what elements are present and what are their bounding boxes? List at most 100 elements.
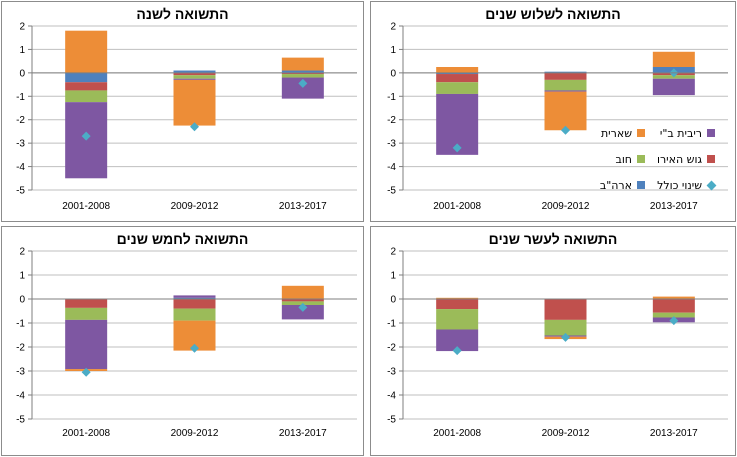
bar-segment-interest (544, 90, 587, 92)
chart-title: התשואה לשנה (136, 6, 229, 22)
chart-title: התשואה לשלוש שנים (485, 6, 621, 22)
bar-segment-interest (436, 329, 479, 352)
legend-item-usa: ארה"ב (575, 179, 645, 192)
bar-segment-usa (173, 297, 216, 299)
chart-panel-10-year: התשואה לעשר שנים 2 1 0 -1 -2 -3 -4 -5 2001-2008 2… (370, 226, 736, 456)
y-tick-label: 2 (390, 22, 396, 33)
legend-label-interest: ריבית ב"י (659, 126, 702, 140)
bar-segment-current-account (652, 312, 695, 318)
legend-item-euro-area: גוש האירו (645, 153, 715, 166)
y-tick-label: 1 (19, 271, 25, 282)
x-category-label: 2009-2012 (542, 428, 590, 439)
bar-segment-usa (436, 72, 479, 75)
bar-segment-residual (652, 296, 695, 299)
x-category-label: 2009-2012 (171, 428, 219, 439)
bar-segment-residual (436, 67, 479, 73)
y-tick-label: -2 (16, 115, 25, 126)
legend-swatch-usa (637, 181, 645, 189)
bar-segment-euro-area (544, 299, 587, 320)
bar-segment-euro-area (652, 299, 695, 313)
y-tick-label: -2 (387, 115, 396, 126)
y-tick-label: 2 (19, 22, 25, 33)
chart-panel-5-year: התשואה לחמש שנים 2 1 0 -1 -2 -3 -4 -5 2001-2008 2… (1, 226, 364, 456)
x-category-label: 2001-2008 (433, 428, 481, 439)
total-change-marker (452, 346, 462, 356)
y-tick-label: -5 (16, 186, 25, 197)
legend-swatch-interest (707, 129, 715, 137)
legend-label-residual: שארית (600, 126, 632, 140)
bar-segment-residual (65, 30, 108, 73)
y-tick-label: 0 (390, 295, 396, 306)
y-tick-label: -3 (387, 139, 396, 150)
bar-segment-current-account (173, 75, 216, 79)
y-tick-label: 1 (390, 45, 396, 56)
x-category-label: 2013-2017 (650, 201, 698, 212)
x-category-label: 2009-2012 (171, 201, 219, 212)
bar-segment-current-account (544, 79, 587, 91)
y-tick-label: -4 (387, 162, 396, 173)
y-tick-label: 1 (19, 45, 25, 56)
legend-item-interest: ריבית ב"י (645, 127, 715, 140)
legend-item-current-account: חוב (575, 153, 645, 166)
y-tick-label: 0 (390, 68, 396, 79)
bar-segment-interest (65, 319, 108, 370)
y-tick-label: -5 (387, 186, 396, 197)
x-category-label: 2013-2017 (650, 428, 698, 439)
bar-segment-euro-area (65, 82, 108, 91)
bar-segment-euro-area (544, 72, 587, 80)
y-tick-label: -1 (16, 92, 25, 103)
y-tick-label: -1 (387, 92, 396, 103)
legend-item-residual: שארית (575, 127, 645, 140)
y-tick-label: 2 (390, 247, 396, 258)
bar-segment-interest (173, 78, 216, 80)
chart-title: התשואה לחמש שנים (116, 231, 249, 247)
chart-plot: 2 1 0 -1 -2 -3 -4 -5 2001-2008 2009-2012 2013-2017 (387, 247, 728, 439)
chart-title: התשואה לעשר שנים (488, 231, 618, 247)
bar-segment-residual (436, 297, 479, 299)
legend-swatch-euro-area (707, 155, 715, 163)
total-change-marker (298, 78, 308, 88)
total-change-marker (190, 122, 199, 132)
bar-segment-current-account (436, 309, 479, 330)
y-tick-label: -4 (16, 391, 25, 402)
bar-segment-residual (173, 79, 216, 126)
y-tick-label: -3 (387, 367, 396, 378)
x-category-label: 2001-2008 (62, 201, 110, 212)
bar-segment-usa (65, 72, 108, 83)
legend-label-euro-area: גוש האירו (656, 152, 702, 166)
y-tick-label: -2 (387, 343, 396, 354)
legend-label-current-account: חוב (615, 152, 632, 166)
legend-swatch-residual (637, 129, 645, 137)
bar-segment-residual (652, 51, 695, 67)
bar-segment-usa (544, 71, 587, 73)
bar-segment-usa (173, 70, 216, 73)
y-tick-label: -1 (387, 319, 396, 330)
x-category-label: 2001-2008 (433, 201, 481, 212)
bar-segment-usa (281, 70, 324, 73)
y-tick-label: -4 (16, 162, 25, 173)
bar-segment-interest (652, 78, 695, 96)
bar-segment-euro-area (281, 299, 324, 302)
y-tick-label: 2 (19, 247, 25, 258)
bar-segment-current-account (65, 90, 108, 103)
bar-segment-euro-area (436, 74, 479, 83)
x-category-label: 2013-2017 (279, 201, 327, 212)
y-tick-label: -4 (387, 391, 396, 402)
y-tick-label: -3 (16, 139, 25, 150)
bar-segment-interest (173, 295, 216, 298)
total-change-marker (561, 332, 570, 342)
bar-segment-current-account (65, 307, 108, 320)
y-tick-label: 0 (19, 295, 25, 306)
total-change-marker (669, 316, 679, 326)
total-change-marker (452, 143, 462, 153)
x-category-label: 2013-2017 (279, 428, 327, 439)
bar-segment-euro-area (281, 72, 324, 75)
y-tick-label: 0 (19, 68, 25, 79)
legend-label-usa: ארה"ב (599, 178, 632, 192)
chart-plot: 2 1 0 -1 -2 -3 -4 -5 2001-2008 2009-2012 2013-2017 (387, 22, 728, 212)
y-tick-label: -5 (16, 415, 25, 426)
legend-label-total-change: שינוי כולל (657, 178, 702, 192)
total-change-marker (298, 302, 308, 312)
total-change-marker (190, 343, 199, 353)
chart-panel-3-year: התשואה לשלוש שנים 2 1 0 -1 -2 -3 -4 -5 2001-2008… (370, 1, 736, 222)
